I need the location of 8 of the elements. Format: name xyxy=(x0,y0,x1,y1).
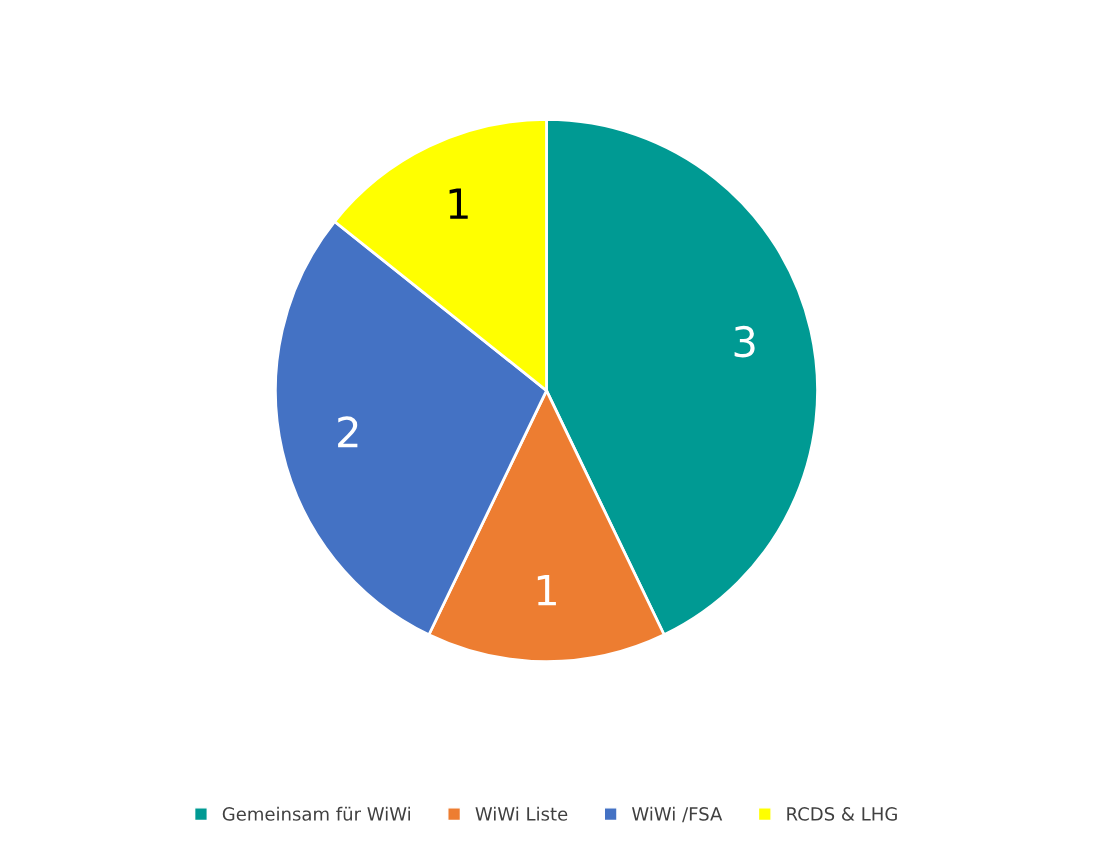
data-label: 1 xyxy=(537,574,556,606)
data-label: 3 xyxy=(734,325,755,358)
legend-label: Gemeinsam für WiWi xyxy=(222,806,410,821)
legend-label: WiWi /FSA xyxy=(631,806,723,823)
data-label: 1 xyxy=(449,188,468,219)
legend-label: WiWi Liste xyxy=(475,806,568,821)
data-label: 2 xyxy=(338,416,358,448)
legend-label: RCDS & LHG xyxy=(787,807,897,821)
